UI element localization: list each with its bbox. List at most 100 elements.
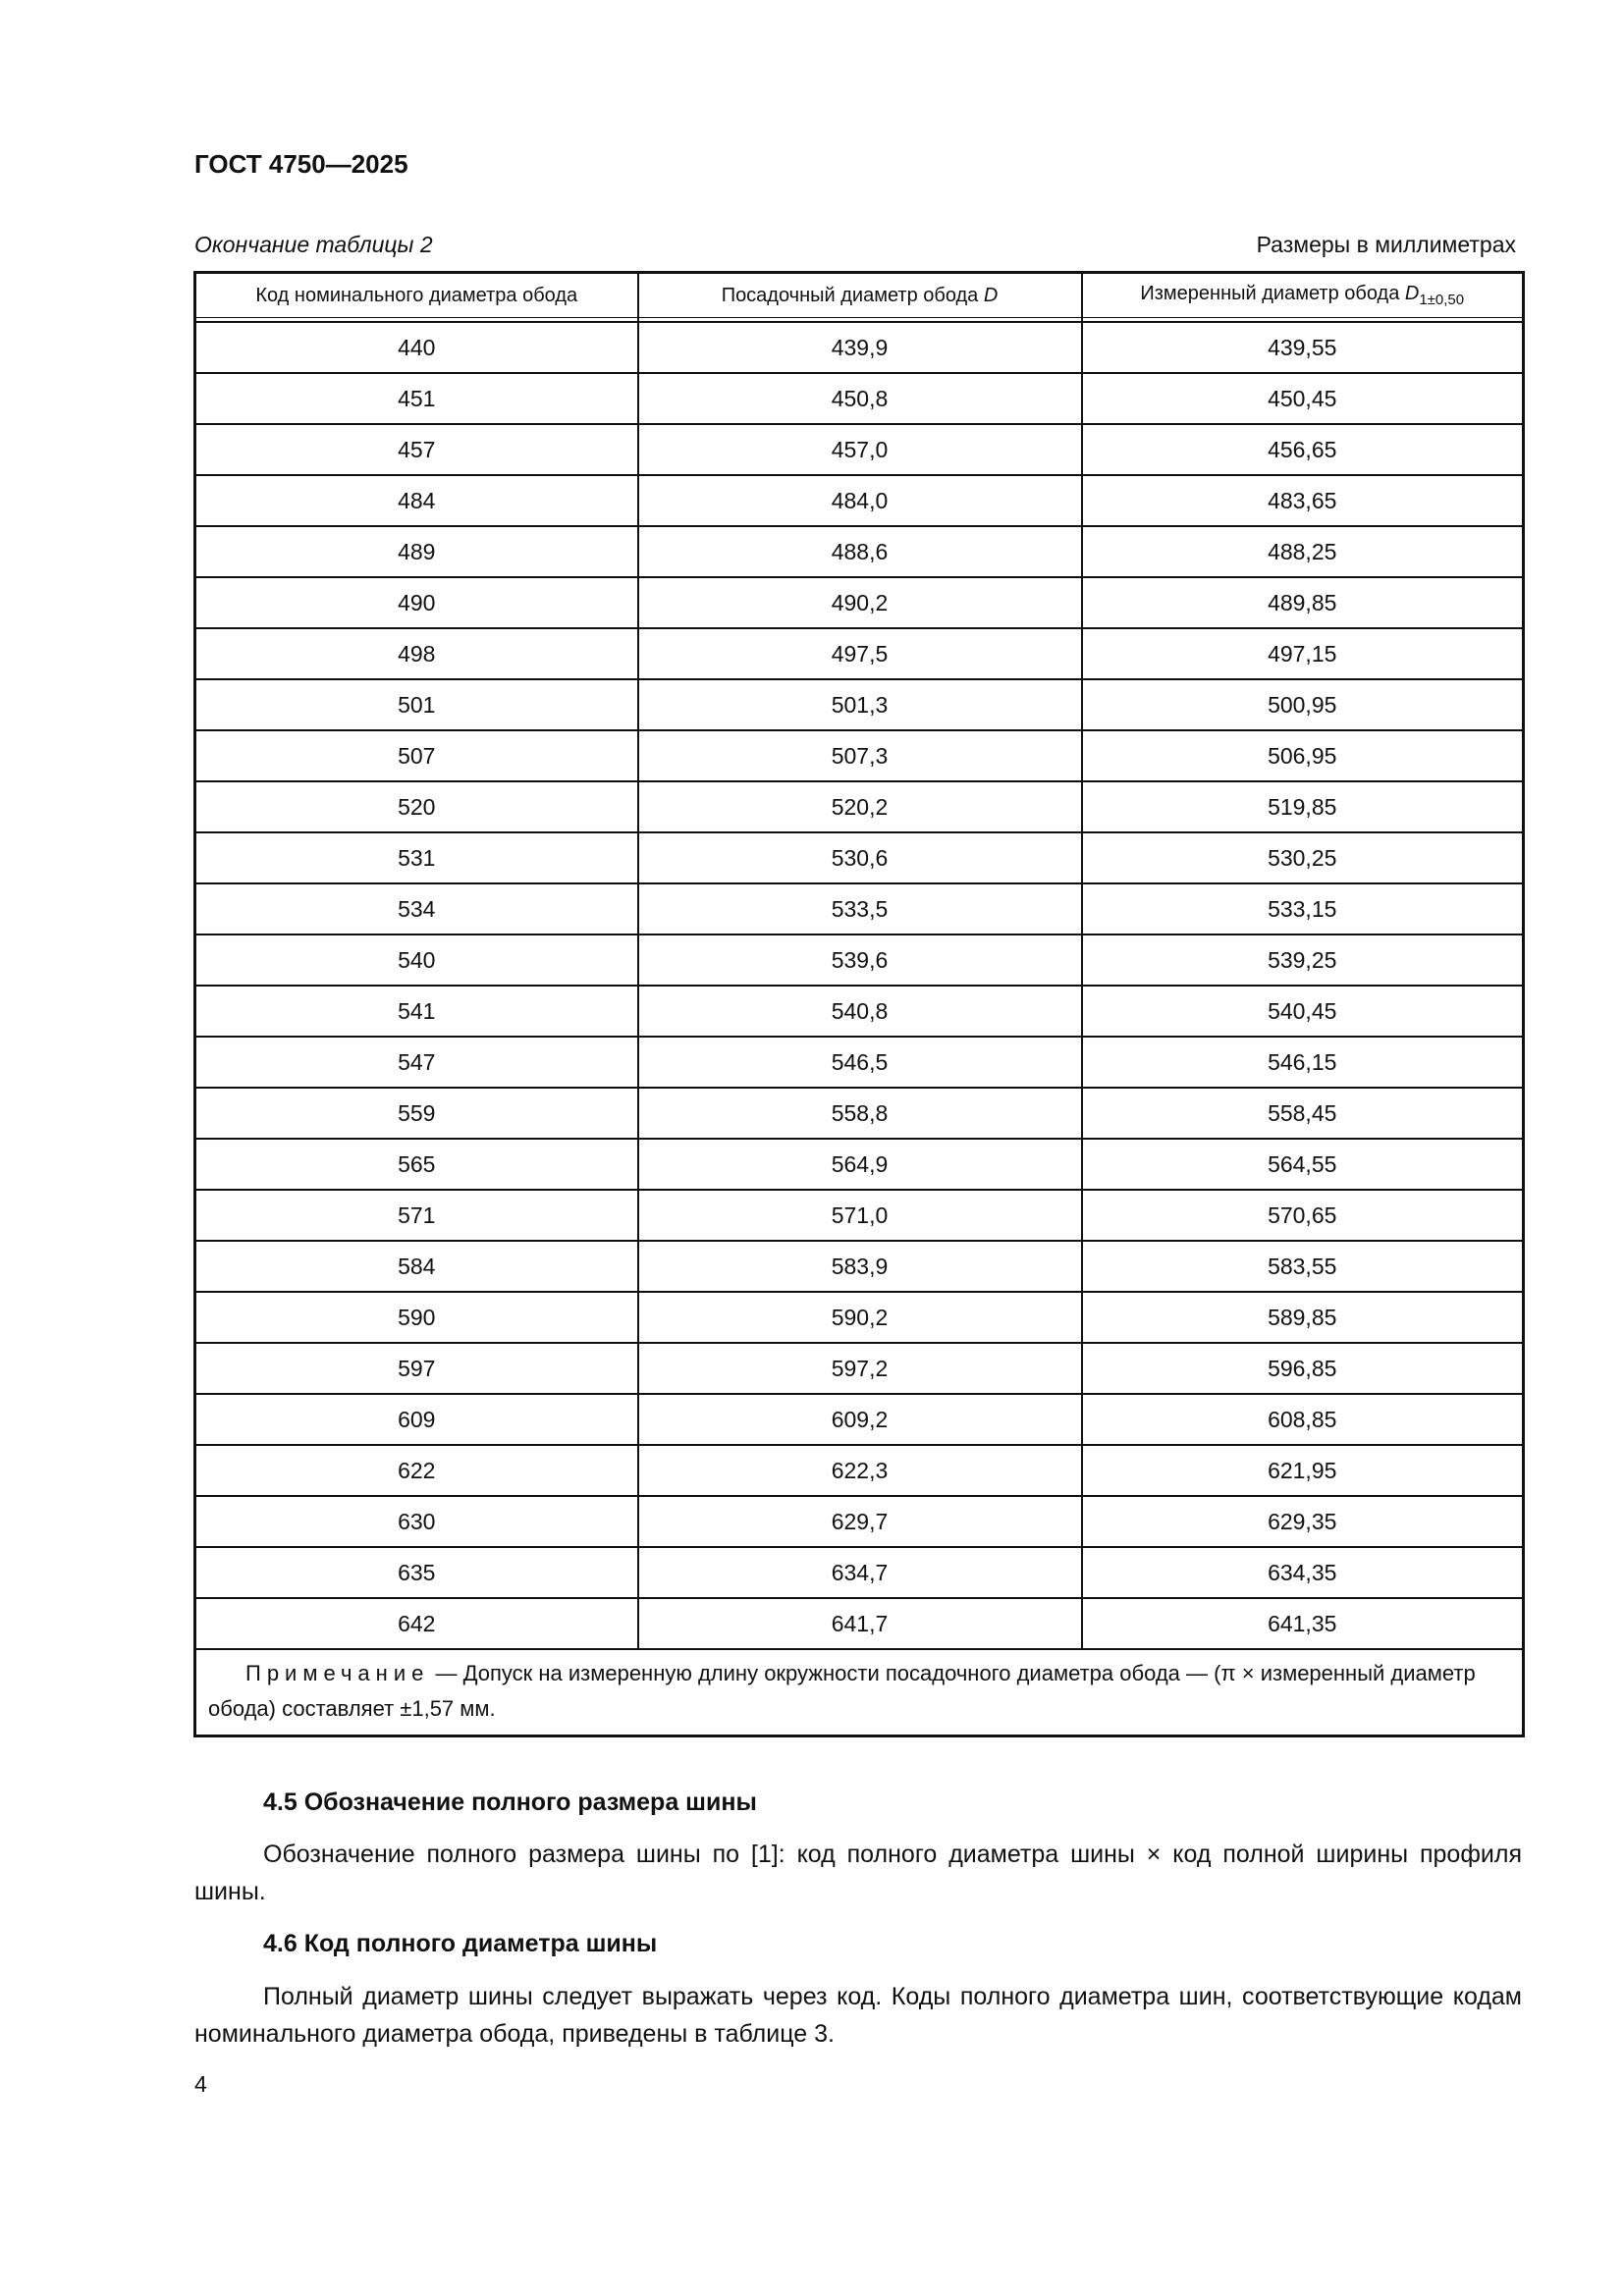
cell-seat-diameter: 546,5 <box>636 1036 1083 1089</box>
cell-code: 451 <box>193 372 639 425</box>
cell-code: 622 <box>193 1444 639 1497</box>
table-row: 609 609,2 608,85 <box>193 1393 1525 1446</box>
table-row: 457 457,0 456,65 <box>193 423 1525 476</box>
cell-code: 571 <box>193 1189 639 1242</box>
cell-measured-diameter: 621,95 <box>1080 1444 1525 1497</box>
cell-seat-diameter: 490,2 <box>636 576 1083 629</box>
cell-measured-diameter: 583,55 <box>1080 1240 1525 1293</box>
table-row: 642 641,7 641,35 <box>193 1597 1525 1650</box>
cell-seat-diameter: 507,3 <box>636 729 1083 782</box>
table-row: 540 539,6 539,25 <box>193 934 1525 987</box>
table-row: 584 583,9 583,55 <box>193 1240 1525 1293</box>
table-note: Примечание — Допуск на измеренную длину … <box>193 1648 1525 1737</box>
cell-seat-diameter: 634,7 <box>636 1546 1083 1599</box>
cell-measured-diameter: 530,25 <box>1080 831 1525 884</box>
cell-seat-diameter: 540,8 <box>636 985 1083 1038</box>
note-text: — Допуск на измеренную длину окружности … <box>208 1661 1476 1721</box>
section-text-4-6: Полный диаметр шины следует выражать чер… <box>194 1983 1522 2048</box>
cell-code: 520 <box>193 780 639 833</box>
note-label: Примечание <box>245 1661 430 1685</box>
cell-seat-diameter: 622,3 <box>636 1444 1083 1497</box>
table-row: 531 530,6 530,25 <box>193 831 1525 884</box>
cell-code: 609 <box>193 1393 639 1446</box>
cell-seat-diameter: 501,3 <box>636 678 1083 731</box>
cell-seat-diameter: 629,7 <box>636 1495 1083 1548</box>
table-row: 498 497,5 497,15 <box>193 627 1525 680</box>
cell-measured-diameter: 483,65 <box>1080 474 1525 527</box>
table-units: Размеры в миллиметрах <box>1256 232 1516 257</box>
table-row: 440 439,9 439,55 <box>193 321 1525 374</box>
cell-seat-diameter: 497,5 <box>636 627 1083 680</box>
table-row: 501 501,3 500,95 <box>193 678 1525 731</box>
table-row: 630 629,7 629,35 <box>193 1495 1525 1548</box>
page-number: 4 <box>194 2071 207 2097</box>
cell-measured-diameter: 540,45 <box>1080 985 1525 1038</box>
cell-seat-diameter: 558,8 <box>636 1087 1083 1140</box>
cell-seat-diameter: 583,9 <box>636 1240 1083 1293</box>
cell-seat-diameter: 488,6 <box>636 525 1083 578</box>
cell-code: 565 <box>193 1138 639 1191</box>
cell-code: 642 <box>193 1597 639 1650</box>
cell-code: 507 <box>193 729 639 782</box>
cell-measured-diameter: 456,65 <box>1080 423 1525 476</box>
table-row: 547 546,5 546,15 <box>193 1036 1525 1089</box>
header-text: Посадочный диаметр обода <box>721 284 984 306</box>
table-row: 490 490,2 489,85 <box>193 576 1525 629</box>
cell-code: 590 <box>193 1291 639 1344</box>
cell-seat-diameter: 539,6 <box>636 934 1083 987</box>
cell-seat-diameter: 590,2 <box>636 1291 1083 1344</box>
cell-seat-diameter: 564,9 <box>636 1138 1083 1191</box>
cell-code: 501 <box>193 678 639 731</box>
cell-seat-diameter: 450,8 <box>636 372 1083 425</box>
cell-measured-diameter: 570,65 <box>1080 1189 1525 1242</box>
cell-measured-diameter: 450,45 <box>1080 372 1525 425</box>
cell-measured-diameter: 533,15 <box>1080 882 1525 935</box>
table-row: 559 558,8 558,45 <box>193 1087 1525 1140</box>
cell-measured-diameter: 497,15 <box>1080 627 1525 680</box>
cell-measured-diameter: 488,25 <box>1080 525 1525 578</box>
cell-measured-diameter: 519,85 <box>1080 780 1525 833</box>
table-row: 451 450,8 450,45 <box>193 372 1525 425</box>
table-row: 520 520,2 519,85 <box>193 780 1525 833</box>
cell-measured-diameter: 546,15 <box>1080 1036 1525 1089</box>
table-row: 541 540,8 540,45 <box>193 985 1525 1038</box>
section-text-4-5: Обозначение полного размера шины по [1]:… <box>194 1841 1522 1905</box>
header-symbol: D <box>1404 283 1420 304</box>
column-header-measured-diameter: Измеренный диаметр обода D1±0,50 <box>1080 271 1525 318</box>
section-heading-4-5: 4.5 Обозначение полного размера шины <box>263 1789 757 1816</box>
cell-code: 531 <box>193 831 639 884</box>
table-caption: Окончание таблицы 2 <box>194 232 433 257</box>
cell-seat-diameter: 439,9 <box>636 321 1083 374</box>
table-row: 635 634,7 634,35 <box>193 1546 1525 1599</box>
cell-code: 498 <box>193 627 639 680</box>
table-header-row: Код номинального диаметра обода Посадочн… <box>193 271 1525 318</box>
cell-measured-diameter: 506,95 <box>1080 729 1525 782</box>
cell-seat-diameter: 520,2 <box>636 780 1083 833</box>
cell-seat-diameter: 530,6 <box>636 831 1083 884</box>
cell-code: 584 <box>193 1240 639 1293</box>
cell-code: 597 <box>193 1342 639 1395</box>
cell-seat-diameter: 484,0 <box>636 474 1083 527</box>
cell-code: 559 <box>193 1087 639 1140</box>
table-row: 571 571,0 570,65 <box>193 1189 1525 1242</box>
cell-code: 457 <box>193 423 639 476</box>
cell-seat-diameter: 597,2 <box>636 1342 1083 1395</box>
column-header-code: Код номинального диаметра обода <box>193 271 639 318</box>
table-note-row: Примечание — Допуск на измеренную длину … <box>193 1648 1525 1737</box>
cell-code: 540 <box>193 934 639 987</box>
cell-code: 490 <box>193 576 639 629</box>
cell-code: 489 <box>193 525 639 578</box>
table-row: 565 564,9 564,55 <box>193 1138 1525 1191</box>
cell-code: 547 <box>193 1036 639 1089</box>
document-title: ГОСТ 4750—2025 <box>194 149 408 179</box>
cell-measured-diameter: 539,25 <box>1080 934 1525 987</box>
cell-measured-diameter: 500,95 <box>1080 678 1525 731</box>
cell-seat-diameter: 609,2 <box>636 1393 1083 1446</box>
cell-seat-diameter: 641,7 <box>636 1597 1083 1650</box>
table-row: 507 507,3 506,95 <box>193 729 1525 782</box>
table-row: 622 622,3 621,95 <box>193 1444 1525 1497</box>
cell-code: 534 <box>193 882 639 935</box>
table-row: 590 590,2 589,85 <box>193 1291 1525 1344</box>
cell-seat-diameter: 533,5 <box>636 882 1083 935</box>
cell-measured-diameter: 596,85 <box>1080 1342 1525 1395</box>
